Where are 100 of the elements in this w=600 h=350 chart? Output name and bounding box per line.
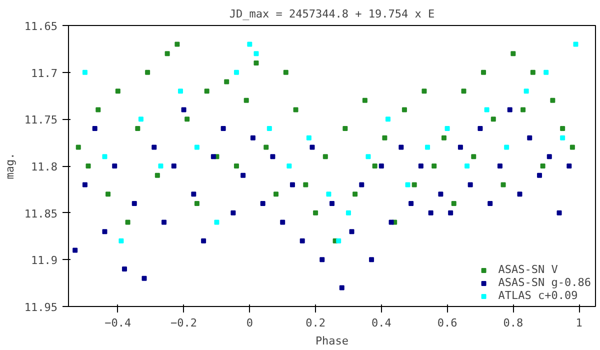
point	[566, 164, 572, 168]
point	[349, 229, 354, 234]
point	[204, 88, 210, 94]
point	[556, 210, 562, 216]
point	[171, 164, 176, 168]
point	[530, 70, 536, 75]
point	[471, 154, 476, 160]
x-tick-label: −0.4	[104, 316, 132, 330]
point	[234, 164, 239, 168]
point	[458, 144, 463, 150]
point	[412, 182, 417, 188]
point	[152, 144, 157, 150]
point	[550, 98, 556, 103]
point	[118, 238, 124, 244]
point	[82, 182, 88, 188]
point	[306, 135, 312, 140]
point	[290, 182, 295, 188]
point	[524, 88, 529, 94]
point	[560, 135, 566, 140]
point	[247, 42, 252, 47]
y-tick-label: 11.75	[24, 114, 58, 127]
point	[254, 60, 259, 66]
point	[191, 192, 196, 197]
point	[106, 192, 111, 197]
point	[234, 70, 239, 75]
point	[405, 182, 410, 188]
point	[96, 107, 101, 112]
point	[274, 192, 279, 197]
point	[372, 164, 378, 168]
point	[402, 107, 407, 112]
point	[418, 164, 424, 168]
point	[573, 42, 578, 47]
point	[86, 164, 91, 168]
y-tick-label: 11.9	[31, 254, 58, 268]
point	[220, 126, 226, 132]
y-tick-label: 11.65	[24, 20, 58, 33]
point	[517, 192, 522, 197]
point	[432, 164, 437, 168]
point	[504, 144, 510, 150]
point	[398, 144, 404, 150]
point	[194, 200, 200, 206]
point	[145, 70, 150, 75]
point	[250, 135, 256, 140]
point	[82, 70, 88, 75]
point	[490, 116, 496, 122]
point	[154, 172, 160, 178]
x-tick-label: 0.2	[306, 316, 326, 330]
point	[540, 164, 546, 168]
point	[451, 200, 456, 206]
point	[112, 164, 118, 168]
point	[570, 144, 575, 150]
point	[286, 164, 292, 168]
y-axis-title: mag.	[3, 152, 16, 180]
point	[115, 88, 120, 94]
point	[378, 164, 384, 168]
point	[194, 144, 200, 150]
point	[408, 200, 414, 206]
point	[76, 144, 81, 150]
point	[320, 257, 325, 262]
point	[346, 210, 351, 216]
point	[342, 126, 348, 132]
point	[336, 238, 342, 244]
point	[497, 164, 502, 168]
point	[330, 200, 334, 206]
point	[527, 135, 532, 140]
point	[425, 144, 430, 150]
point	[359, 182, 364, 188]
x-tick-label: 1	[576, 316, 582, 330]
point	[138, 116, 144, 122]
point	[266, 126, 272, 132]
point	[546, 154, 552, 160]
point	[481, 70, 486, 75]
point	[122, 266, 127, 272]
point	[230, 210, 236, 216]
point	[162, 220, 167, 225]
x-tick-label: 0	[246, 316, 253, 330]
point	[428, 210, 434, 216]
point	[352, 192, 358, 197]
point	[560, 126, 566, 132]
point	[102, 154, 108, 160]
point	[478, 126, 483, 132]
point	[544, 70, 549, 75]
legend-label: ASAS-SN V	[498, 263, 558, 276]
point	[388, 220, 394, 225]
point	[310, 144, 315, 150]
point	[283, 70, 288, 75]
point	[339, 285, 344, 290]
point	[488, 200, 493, 206]
y-tick-label: 11.7	[31, 66, 58, 80]
point	[464, 164, 470, 168]
point	[164, 51, 170, 56]
point	[520, 107, 526, 112]
x-tick-label: −0.2	[170, 316, 198, 330]
point	[500, 182, 506, 188]
point	[72, 248, 78, 253]
point	[300, 238, 305, 244]
point	[322, 154, 328, 160]
point	[366, 154, 371, 160]
y-tick-label: 11.95	[24, 301, 58, 314]
x-tick-label: 0.6	[437, 316, 458, 330]
